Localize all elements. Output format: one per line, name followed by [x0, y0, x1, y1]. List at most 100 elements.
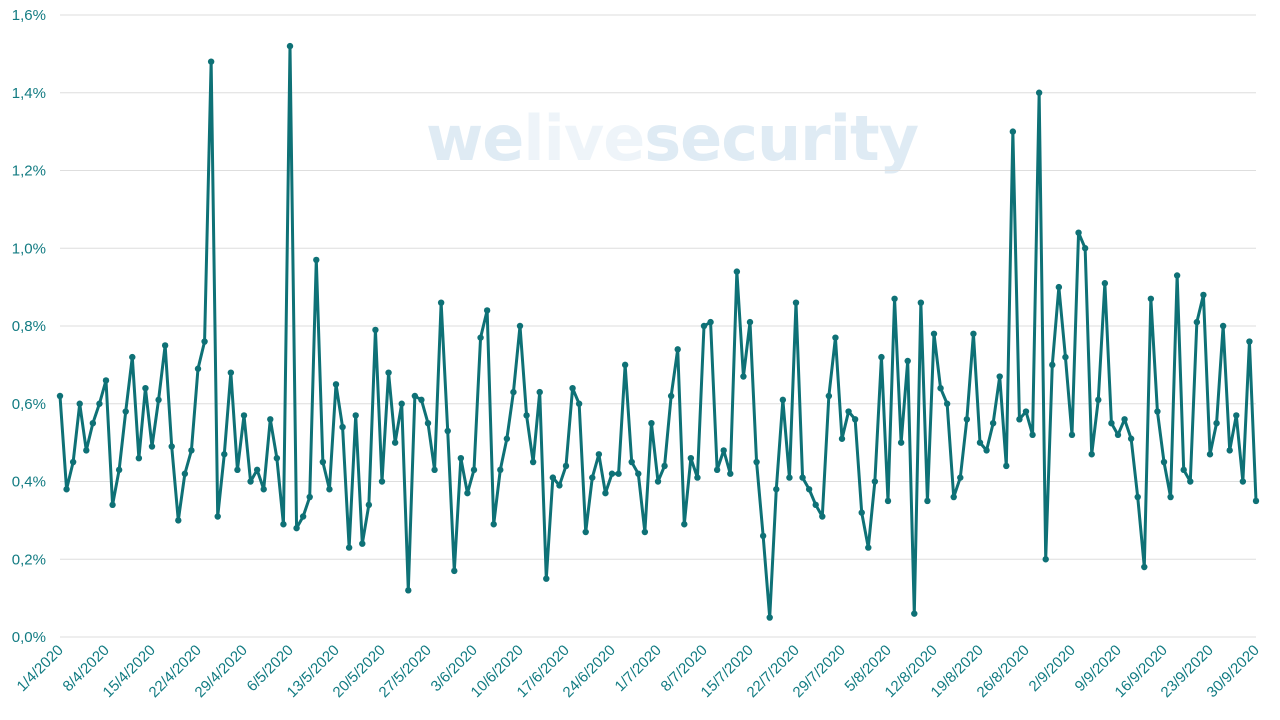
data-point: [135, 454, 143, 462]
data-point: [819, 513, 826, 520]
data-point: [976, 439, 984, 446]
data-point: [602, 489, 609, 497]
data-point: [733, 268, 741, 275]
data-point: [746, 318, 754, 326]
y-tick-label: 0,8%: [12, 318, 46, 335]
data-point: [477, 334, 484, 341]
data-point: [286, 42, 294, 50]
y-tick-label: 1,2%: [12, 163, 46, 180]
gridlines: [60, 14, 1256, 638]
y-tick-label: 0,4%: [12, 474, 46, 491]
data-point: [621, 361, 629, 369]
y-tick-label: 0,0%: [12, 629, 46, 646]
data-point: [983, 447, 990, 454]
data-point: [851, 416, 859, 423]
data-point: [1239, 478, 1247, 485]
x-tick-label: 1/4/2020: [14, 642, 67, 695]
y-tick-label: 1,6%: [12, 7, 46, 24]
data-point: [1114, 431, 1122, 439]
data-point: [1134, 493, 1141, 501]
watermark-part-security: security: [644, 102, 918, 175]
data-point: [773, 486, 780, 493]
data-point: [299, 513, 307, 520]
data-point: [385, 369, 392, 376]
data-point: [102, 377, 110, 384]
data-point: [681, 521, 688, 528]
data-point: [280, 521, 287, 528]
data-point: [871, 478, 879, 485]
data-point: [930, 330, 938, 337]
data-point: [720, 447, 727, 454]
data-point: [142, 385, 149, 392]
data-point: [950, 493, 957, 501]
data-point: [424, 419, 432, 427]
data-point: [273, 454, 281, 462]
data-point: [207, 58, 215, 65]
data-point: [418, 396, 425, 404]
data-point: [194, 365, 202, 372]
x-axis-tick-labels: 1/4/20208/4/202015/4/202022/4/202029/4/2…: [14, 642, 1263, 701]
data-point: [1055, 283, 1063, 291]
data-point: [1016, 416, 1023, 423]
data-point: [332, 381, 340, 388]
data-point: [641, 528, 649, 536]
data-point: [293, 524, 300, 532]
data-point: [674, 346, 681, 353]
data-point: [352, 412, 359, 419]
data-point: [345, 544, 353, 551]
data-point: [779, 396, 787, 404]
data-point: [1187, 478, 1194, 485]
data-point: [115, 466, 123, 474]
data-point: [529, 458, 537, 466]
data-point: [1219, 322, 1227, 330]
svg-text:welivesecurity: welivesecurity: [426, 102, 919, 175]
data-point: [339, 423, 346, 431]
data-point: [1101, 280, 1109, 287]
data-point: [56, 392, 64, 400]
data-point: [917, 299, 925, 306]
data-point: [306, 493, 313, 501]
data-point: [1167, 493, 1174, 501]
y-tick-label: 0,6%: [12, 396, 46, 413]
series-points: [56, 42, 1260, 621]
x-tick-label: 1/7/2020: [612, 642, 665, 695]
data-point: [595, 451, 603, 458]
data-point: [398, 400, 405, 407]
data-point: [1075, 229, 1082, 236]
data-point: [89, 419, 97, 427]
data-point: [648, 419, 655, 427]
data-point: [700, 322, 708, 330]
y-tick-label: 1,4%: [12, 85, 46, 102]
y-tick-label: 1,0%: [12, 240, 46, 257]
data-point: [989, 419, 997, 427]
data-point: [865, 544, 872, 551]
data-point: [1147, 295, 1155, 302]
data-point: [1226, 447, 1233, 454]
data-point: [267, 416, 274, 423]
data-point: [766, 614, 773, 621]
data-point: [181, 470, 189, 477]
data-point: [201, 338, 208, 345]
data-point: [1049, 361, 1056, 369]
data-point: [378, 478, 386, 485]
data-point: [437, 299, 445, 306]
data-point: [83, 447, 90, 454]
data-point: [924, 497, 931, 505]
data-point: [562, 462, 570, 470]
data-point: [740, 373, 747, 380]
data-point: [1160, 458, 1168, 466]
data-point: [503, 435, 511, 442]
data-point: [1042, 556, 1049, 563]
watermark-part-live: live: [523, 102, 644, 175]
data-point: [825, 392, 833, 400]
data-point: [76, 400, 83, 407]
data-point: [227, 369, 235, 376]
data-point: [1022, 408, 1030, 415]
data-point: [628, 458, 635, 466]
data-point: [470, 466, 478, 474]
data-point: [188, 447, 195, 454]
data-point: [411, 392, 419, 400]
data-point: [451, 567, 458, 575]
data-point: [1200, 291, 1207, 299]
